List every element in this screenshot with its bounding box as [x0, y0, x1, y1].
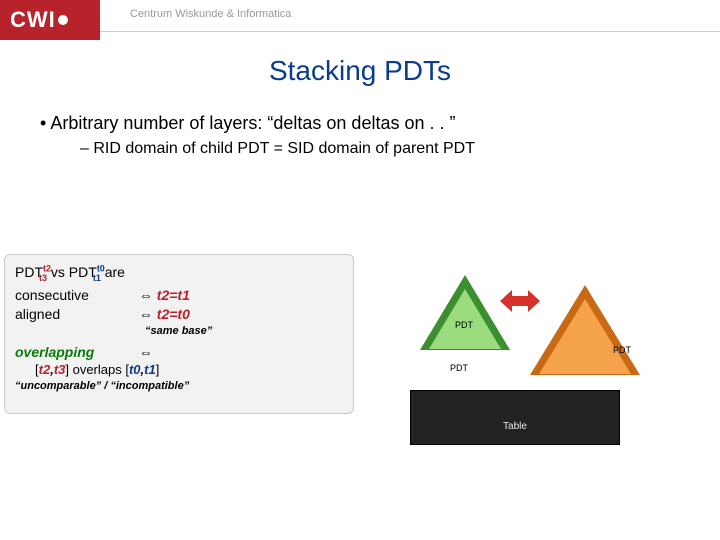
- slide-title: Stacking PDTs: [0, 55, 720, 87]
- row-overlapping: overlapping ⇔: [15, 343, 343, 362]
- bullet-2: RID domain of child PDT = SID domain of …: [80, 137, 680, 161]
- double-arrow-icon: [500, 290, 540, 312]
- lbl-aligned: aligned: [15, 305, 135, 324]
- overlap-interval: [t2,t3] overlaps [t0,t1]: [35, 361, 343, 379]
- lbl-overlapping: overlapping: [15, 343, 135, 362]
- table-shape: Table: [410, 390, 620, 445]
- sub-t3: t3: [39, 273, 47, 283]
- pdt-label-extra: PDT: [450, 363, 468, 373]
- arrow-right-head-icon: [528, 290, 540, 312]
- arrow-icon-3: ⇔: [139, 343, 153, 362]
- slide: CWI Centrum Wiskunde & Informatica Stack…: [0, 0, 720, 540]
- diagram: PDT PDT PDT Table: [360, 260, 710, 480]
- cwi-logo: CWI: [0, 0, 100, 40]
- table-label: Table: [503, 421, 527, 432]
- row-consecutive: consecutive ⇔ t2=t1: [15, 286, 343, 305]
- bullet-list: Arbitrary number of layers: “deltas on d…: [40, 110, 680, 161]
- box-line-1: PDTt2t3 vs PDTt0t1 are: [15, 263, 343, 282]
- sub-t1: t1: [93, 273, 101, 283]
- uncomparable-note: “uncomparable” / “incompatible”: [15, 379, 343, 394]
- ov-t0: t0: [129, 362, 141, 377]
- same-base-note: “same base”: [145, 324, 343, 339]
- arrow-icon-2: ⇔: [139, 306, 153, 322]
- t2t0: t2=t0: [157, 306, 190, 322]
- logo-text: CWI: [10, 7, 56, 33]
- triangle-green-icon: [420, 275, 510, 350]
- rhs-consecutive: ⇔ t2=t1: [139, 286, 190, 305]
- row-aligned: aligned ⇔ t2=t0: [15, 305, 343, 324]
- pdt-label-green: PDT: [455, 320, 473, 330]
- sup-t0: t0: [97, 263, 105, 273]
- logo-dot-icon: [58, 15, 68, 25]
- triangle-orange-icon: [530, 285, 640, 375]
- sup-t2: t2: [43, 263, 51, 273]
- vs-text: vs PDT: [51, 264, 97, 280]
- ov-t3: t3: [54, 362, 66, 377]
- br-close: ]: [156, 362, 160, 377]
- pdt-label-orange: PDT: [613, 345, 631, 355]
- ov-mid: ] overlaps [: [65, 362, 129, 377]
- lbl-consecutive: consecutive: [15, 286, 135, 305]
- header-subtitle: Centrum Wiskunde & Informatica: [130, 8, 291, 20]
- comparison-box: PDTt2t3 vs PDTt0t1 are consecutive ⇔ t2=…: [4, 254, 354, 414]
- are-text: are: [105, 264, 125, 280]
- header-bar: [0, 0, 720, 32]
- bullet-1: Arbitrary number of layers: “deltas on d…: [40, 110, 680, 137]
- arrow-icon: ⇔: [139, 287, 153, 303]
- t2t1: t2=t1: [157, 287, 190, 303]
- ov-t1: t1: [144, 362, 156, 377]
- ov-t2: t2: [39, 362, 51, 377]
- rhs-aligned: ⇔ t2=t0: [139, 305, 190, 324]
